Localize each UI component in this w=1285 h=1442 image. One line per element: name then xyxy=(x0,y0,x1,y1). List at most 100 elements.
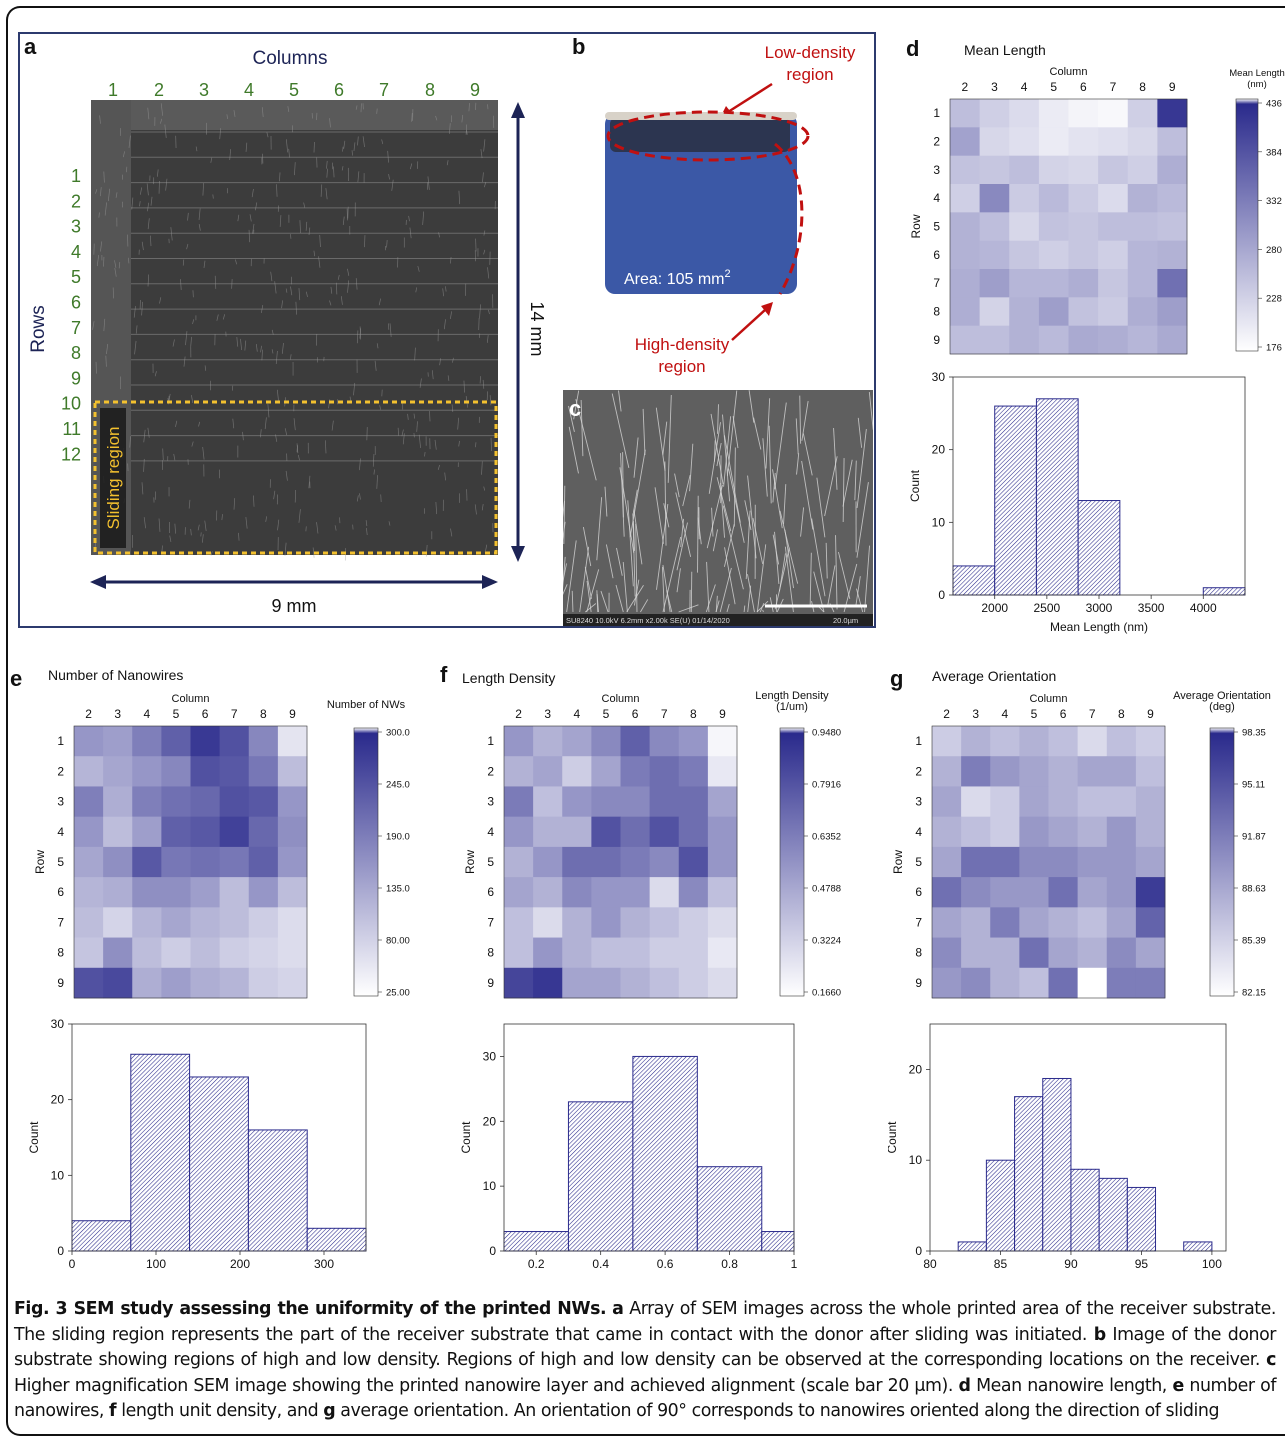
heatmap-cell xyxy=(649,937,680,969)
heatmap-cell xyxy=(678,816,709,848)
mosaic-fiber xyxy=(386,240,388,248)
heatmap-cell xyxy=(1127,269,1158,298)
nanowire xyxy=(762,438,768,497)
mosaic-fiber xyxy=(274,281,277,294)
heatmap-cell xyxy=(707,937,738,969)
nanowire xyxy=(732,416,739,449)
heatmap-column-label: 8 xyxy=(1139,80,1146,94)
heatmap-cell xyxy=(248,907,279,938)
heatmap-cell xyxy=(1098,297,1129,327)
low-density-label-2: region xyxy=(786,65,833,84)
area-label: Area: 105 mm2 xyxy=(624,268,731,288)
mosaic-fiber xyxy=(431,370,434,380)
colorbar-tick-label: 300.0 xyxy=(386,728,410,739)
heatmap-cell xyxy=(1019,907,1049,938)
heatmap-cell xyxy=(1077,816,1108,848)
mosaic-fiber xyxy=(347,280,350,293)
mosaic-fiber xyxy=(139,201,141,207)
nanowire xyxy=(664,461,667,546)
heatmap-title: Average Orientation xyxy=(932,668,1056,684)
row-number-3: 3 xyxy=(71,217,81,237)
heatmap-cell xyxy=(961,846,991,878)
heatmap-cell xyxy=(979,325,1010,355)
heatmap-row-label: 3 xyxy=(487,795,494,809)
heatmap-cell xyxy=(161,846,191,878)
heatmap-cell xyxy=(1098,269,1129,298)
nanowire xyxy=(747,475,757,559)
mosaic-fiber xyxy=(329,300,332,306)
heatmap-row-title: Row xyxy=(33,850,47,874)
heatmap-cell xyxy=(132,877,162,908)
nanowire xyxy=(864,545,870,613)
heatmap-cell xyxy=(1098,127,1129,157)
histogram-y-label: Count xyxy=(888,1121,899,1154)
mosaic-fiber xyxy=(147,274,150,287)
nanowire xyxy=(811,518,826,597)
heatmap-cell xyxy=(649,756,680,787)
histogram-x-tick-label: 4000 xyxy=(1190,601,1217,615)
histogram-x-tick-label: 100 xyxy=(146,1257,166,1271)
heatmap-cell xyxy=(219,756,250,787)
mosaic-fiber xyxy=(115,192,118,198)
heatmap-cell xyxy=(591,877,621,908)
heatmap-cell xyxy=(932,786,962,818)
nanowire xyxy=(563,556,566,590)
heatmap-cell xyxy=(678,726,709,757)
mosaic-fiber xyxy=(318,256,321,268)
heatmap-cell xyxy=(990,907,1020,938)
histogram-x-tick-label: 0 xyxy=(69,1257,76,1271)
heatmap-cell xyxy=(504,907,534,938)
row-number-2: 2 xyxy=(71,191,81,211)
colorbar-tick-label: 332 xyxy=(1266,196,1282,207)
mosaic-fiber xyxy=(298,509,301,523)
mosaic-fiber xyxy=(288,148,290,158)
heatmap-cell xyxy=(1019,816,1049,848)
heatmap-cell xyxy=(1048,967,1079,999)
mosaic-fiber xyxy=(401,429,404,437)
heatmap-cell xyxy=(161,907,191,938)
heatmap-row-label: 3 xyxy=(57,795,64,809)
column-number-6: 6 xyxy=(334,80,344,100)
heatmap-cell xyxy=(1106,846,1137,878)
histogram-x-label: Mean Length (nm) xyxy=(1050,620,1148,634)
mosaic-fiber xyxy=(172,339,175,347)
caption-fig-label: Fig. 3 SEM study assessing the uniformit… xyxy=(14,1299,607,1319)
heatmap-cell xyxy=(1048,846,1079,878)
nanowire xyxy=(825,542,828,579)
histogram-y-tick-label: 30 xyxy=(51,1017,65,1031)
heatmap-column-label: 6 xyxy=(632,707,639,721)
mosaic-fiber xyxy=(271,329,274,335)
heatmap-cell xyxy=(1098,99,1129,128)
mosaic-fiber xyxy=(198,224,201,231)
mosaic-fiber xyxy=(202,446,205,460)
mosaic-fiber xyxy=(313,250,316,257)
heatmap-cell xyxy=(932,846,962,878)
nanowire xyxy=(843,563,858,613)
mosaic-fiber xyxy=(122,151,125,158)
heatmap-cell xyxy=(678,756,709,787)
heatmap-row-label: 6 xyxy=(933,248,940,262)
colorbar-tick-label: 0.9480 xyxy=(812,728,841,739)
column-numbers: 1 2 3 4 5 6 7 8 9 xyxy=(108,80,480,100)
heatmap-cell xyxy=(1127,297,1158,327)
heatmap-cell xyxy=(219,937,250,969)
caption-g-text: average orientation. An orientation of 9… xyxy=(335,1401,1220,1421)
heatmap-cell xyxy=(103,937,133,969)
heatmap-row-label: 7 xyxy=(933,276,940,290)
mosaic-fiber xyxy=(235,259,237,265)
heatmap-cell xyxy=(74,937,104,969)
mosaic-fiber xyxy=(356,330,359,344)
heatmap-row-label: 4 xyxy=(915,825,922,839)
panel-g: g Average Orientation Column 2 3 4 5 6 7 8 9 1 2 3 4 5 6… xyxy=(888,666,1271,1282)
heatmap-column-label: 6 xyxy=(1060,707,1067,721)
sem-mosaic-top-row xyxy=(91,100,498,130)
heatmap-row-label: 1 xyxy=(933,106,940,120)
heatmap-column-label: 5 xyxy=(603,707,610,721)
mosaic-fiber xyxy=(388,174,390,180)
heatmap-cell xyxy=(961,816,991,848)
heatmap-row-label: 8 xyxy=(487,946,494,960)
heatmap-row-label: 4 xyxy=(57,825,64,839)
columns-title: Columns xyxy=(253,48,328,69)
mosaic-fiber xyxy=(411,113,413,122)
mosaic-fiber xyxy=(374,360,377,371)
